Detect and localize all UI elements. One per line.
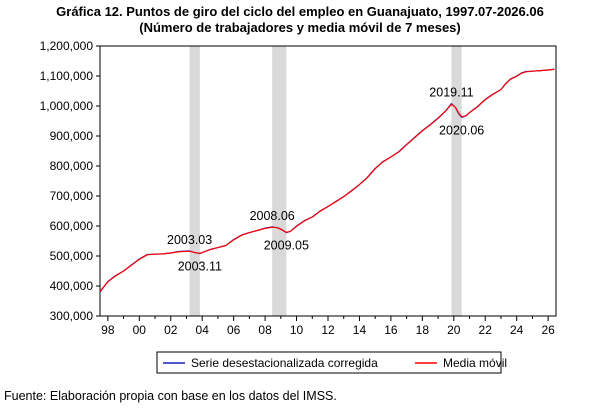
y-tick-label: 400,000 [50,279,94,293]
turning-point-label: 2009.05 [264,239,309,253]
y-tick-label: 500,000 [50,249,94,263]
x-tick-label: 02 [164,323,178,337]
x-tick-label: 22 [479,323,493,337]
x-tick-label: 24 [510,323,524,337]
legend-label-moving-average: Media móvil [443,356,507,370]
x-tick-label: 06 [227,323,241,337]
x-tick-label: 16 [384,323,398,337]
y-tick-label: 1,100,000 [40,69,94,83]
legend-box [156,351,502,374]
series-line-desestacionalizada [99,68,555,293]
legend-label-series: Serie desestacionalizada corregida [191,356,378,370]
x-tick-label: 14 [353,323,367,337]
turning-point-label: 2003.11 [178,260,222,274]
shaded-period-1 [189,46,200,316]
y-tick-label: 800,000 [50,159,94,173]
y-tick-label: 300,000 [50,309,94,323]
shaded-period-3 [451,46,462,316]
x-tick-label: 08 [258,323,272,337]
turning-point-label: 2003.03 [167,233,212,247]
chart-subtitle: (Número de trabajadores y media móvil de… [139,20,461,35]
y-tick-label: 1,200,000 [40,39,94,53]
series-line-media-movil [99,68,555,292]
x-tick-label: 12 [321,323,335,337]
plot-frame [99,45,557,317]
chart-title: Gráfica 12. Puntos de giro del ciclo del… [56,4,544,19]
y-tick-label: 900,000 [50,129,94,143]
x-tick-label: 20 [447,323,461,337]
turning-point-label: 2008.06 [250,209,295,223]
y-tick-label: 1,000,000 [40,99,94,113]
source-note: Fuente: Elaboración propia con base en l… [4,389,337,403]
shaded-period-2 [272,46,287,316]
y-tick-label: 700,000 [50,189,94,203]
x-tick-label: 10 [290,323,304,337]
x-tick-label: 26 [541,323,555,337]
x-tick-label: 18 [416,323,430,337]
x-tick-label: 98 [101,323,115,337]
x-tick-label: 04 [196,323,210,337]
y-tick-label: 600,000 [50,219,94,233]
turning-point-label: 2020.06 [439,123,484,137]
x-tick-label: 00 [133,323,147,337]
turning-point-label: 2019.11 [429,86,473,100]
